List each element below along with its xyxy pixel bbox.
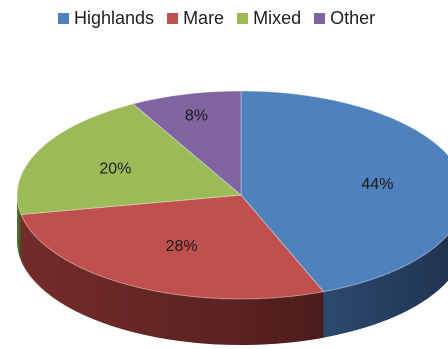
- data-label-other: 8%: [185, 107, 208, 124]
- legend-item-highlands: Highlands: [58, 8, 154, 29]
- legend-item-mixed: Mixed: [237, 8, 301, 29]
- legend-item-other: Other: [314, 8, 375, 29]
- legend: Highlands Mare Mixed Other: [58, 8, 375, 29]
- legend-swatch-highlands: [58, 13, 69, 24]
- legend-label-mixed: Mixed: [253, 8, 302, 28]
- data-label-highlands: 44%: [361, 176, 393, 193]
- data-label-mare: 28%: [166, 238, 198, 255]
- slice-side-shade-mare: [20, 214, 324, 345]
- legend-item-mare: Mare: [167, 8, 224, 29]
- slice-mixed: [16, 103, 243, 216]
- slice-other: [132, 90, 242, 197]
- legend-label-highlands: Highlands: [74, 8, 155, 28]
- slice-side-shade-mixed: [17, 195, 21, 261]
- legend-swatch-other: [314, 13, 326, 24]
- data-label-mixed: 20%: [99, 161, 131, 178]
- legend-label-other: Other: [330, 8, 376, 28]
- legend-swatch-mixed: [237, 13, 249, 24]
- legend-label-mare: Mare: [183, 8, 225, 28]
- slice-side-shade-highlands: [323, 234, 448, 338]
- slice-highlands: [240, 90, 448, 293]
- legend-swatch-mare: [167, 13, 179, 24]
- slice-mare: [20, 194, 325, 300]
